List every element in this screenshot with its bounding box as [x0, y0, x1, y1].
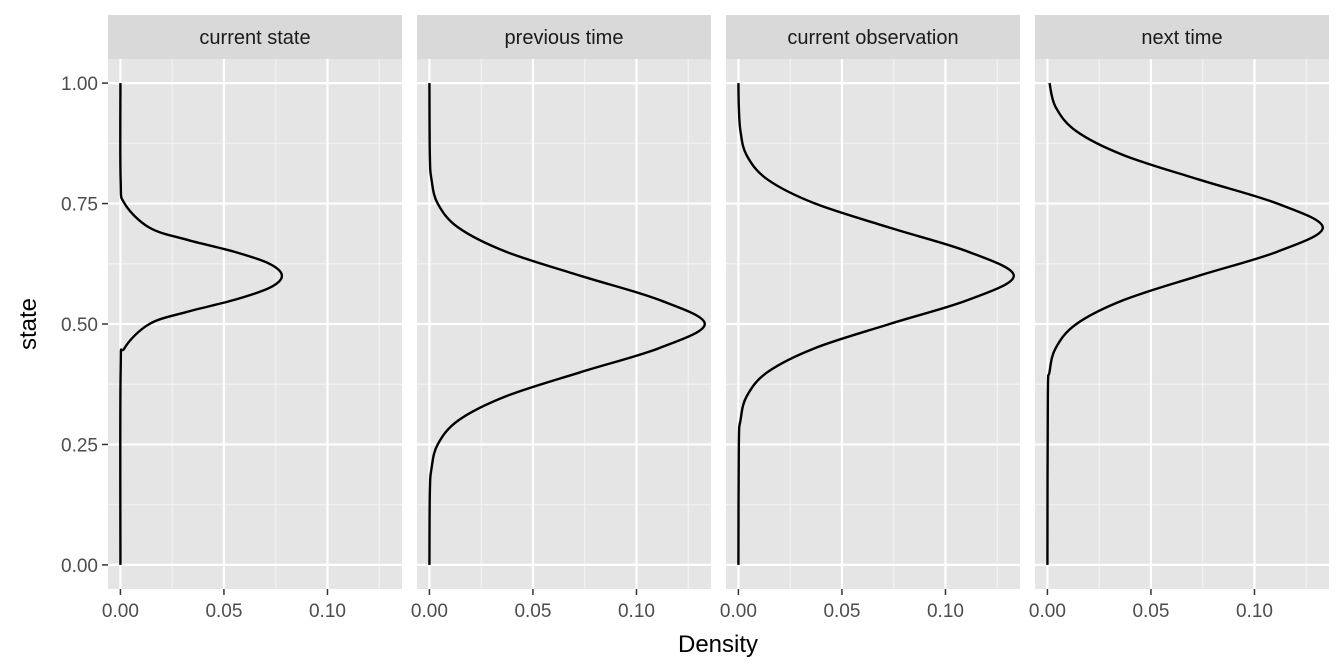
x-tick-label: 0.05	[823, 601, 860, 622]
x-tick-label: 0.10	[618, 601, 655, 622]
y-tick-label: 0.50	[61, 315, 98, 336]
facet-panel-2: previous time 0.00 0.05 0.10	[411, 15, 711, 622]
x-tick-label: 0.00	[1029, 601, 1066, 622]
facet-strip-label: next time	[1141, 27, 1222, 49]
y-tick-label: 1.00	[61, 74, 98, 95]
x-axis-title: Density	[678, 631, 758, 658]
x-tick-label: 0.00	[411, 601, 448, 622]
facet-strip	[726, 15, 1020, 59]
facet-strip	[1035, 15, 1329, 59]
facet-strip-label: current observation	[787, 27, 958, 49]
facet-panel-1: current state 0.00 0.05 0.10	[102, 15, 402, 622]
facet-strip-label: previous time	[505, 27, 624, 49]
facet-strip	[417, 15, 711, 59]
x-tick-label: 0.10	[309, 601, 346, 622]
facet-panels: current state 0.00 0.05 0.10 previous time 0.…	[102, 15, 1329, 622]
x-tick-label: 0.00	[720, 601, 757, 622]
x-tick-label: 0.05	[205, 601, 242, 622]
density-curve	[119, 83, 284, 565]
facet-strip-label: current state	[199, 27, 310, 49]
y-tick-label: 0.00	[61, 556, 98, 577]
x-tick-label: 0.00	[102, 601, 139, 622]
y-axis-title: state	[15, 298, 42, 350]
facet-strip	[108, 15, 402, 59]
y-tick-label: 0.75	[61, 195, 98, 216]
density-curve	[737, 83, 1015, 565]
facet-panel-4: next time 0.00 0.05 0.10	[1029, 15, 1329, 622]
facet-panel-3: current observation 0.00 0.05 0.10	[720, 15, 1020, 622]
x-tick-label: 0.05	[1132, 601, 1169, 622]
x-tick-label: 0.05	[514, 601, 551, 622]
y-axis: 0.00 0.25 0.50 0.75 1.00	[61, 74, 108, 577]
y-tick-label: 0.25	[61, 435, 98, 456]
density-curve	[428, 83, 706, 565]
x-tick-label: 0.10	[927, 601, 964, 622]
x-tick-label: 0.10	[1236, 601, 1273, 622]
density-curve	[1046, 82, 1324, 565]
